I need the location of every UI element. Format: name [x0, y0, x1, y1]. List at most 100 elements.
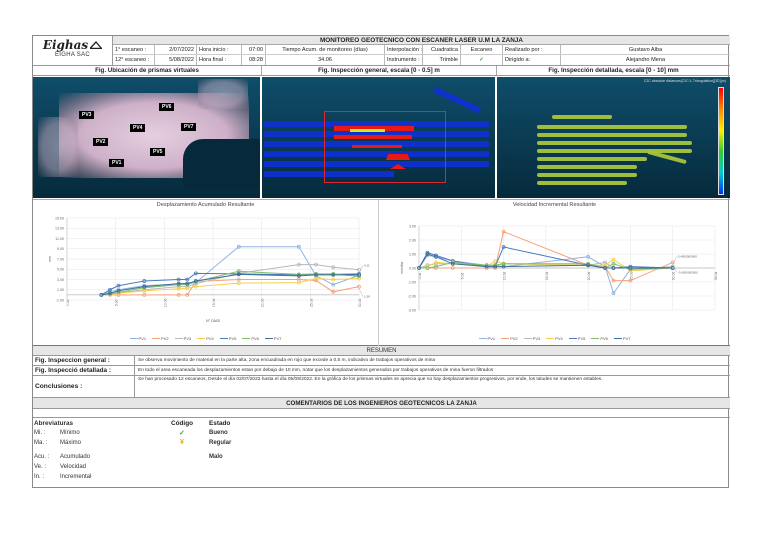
svg-text:10.0d: 10.0d [503, 272, 507, 281]
svg-text:-1.00: -1.00 [408, 280, 416, 284]
svg-text:7.00: 7.00 [57, 257, 64, 261]
interpolation-label: Interpolación : [387, 45, 423, 54]
interpolation-value: Cuadratica [423, 45, 461, 54]
made-by-value: Gustavo Alba [628, 47, 663, 53]
summary-detailed-row: Fig. Inspecció detallada : En todo el ar… [33, 366, 730, 376]
directed-to-label: Dirigido a: [503, 55, 561, 65]
svg-text:10.0d: 10.0d [163, 299, 167, 308]
company-name: EIGHA SAC [54, 52, 91, 58]
svg-text:0.0d: 0.0d [418, 273, 422, 280]
prism-location-image: PV3 PV6 PV4 PV7 PV2 PV5 PV1 [33, 77, 260, 198]
detailed-label: Fig. Inspecció detallada : [33, 366, 135, 375]
prism-label-pv1: PV1 [109, 159, 125, 167]
end-hour-label: Hora final : [197, 55, 242, 65]
svg-text:1.58: 1.58 [364, 295, 370, 299]
monitoring-time-label: Tiempo Acum. de monitoreo (días) [266, 45, 385, 54]
legend-item: PV6 [591, 336, 608, 341]
fig-general-inspection-title: Fig. Inspección general, escala [0 - 0.5… [262, 66, 497, 75]
svg-text:-3.00: -3.00 [408, 308, 416, 312]
chart-plot: 15.00 13.00 11.00 9.00 7.00 5.00 3.00 1.00 -1.00… [48, 216, 370, 323]
svg-text:30.0d: 30.0d [672, 272, 676, 281]
prism-label-pv6: PV6 [159, 103, 175, 111]
summary-conclusions-row: Conclusiones : Se han procesado 12 escan… [33, 376, 730, 398]
svg-text:N° DÍAS: N° DÍAS [206, 319, 221, 323]
detailed-inspection-image: C2C absolute distances[C2C:1-Triangulati… [497, 77, 730, 198]
general-inspection-image [262, 77, 495, 198]
report-header: Eighas EIGHA SAC MONITOREO GEOTECNICO CO… [33, 36, 730, 66]
chart-plot: 3.00 2.00 1.00 0.00 -1.00 -2.00 -3.00 0.0d 5.0d 1… [400, 224, 718, 312]
svg-text:15.0d: 15.0d [545, 272, 549, 281]
mountain-logo-icon [90, 41, 103, 49]
state-column: Estado Bueno Regular Malo [209, 420, 231, 460]
abbreviations-title: Abreviaturas [34, 420, 74, 427]
svg-text:mm: mm [48, 256, 52, 262]
prism-label-pv4: PV4 [130, 124, 146, 132]
summary-title: RESUMEN [33, 346, 730, 356]
conclusions-text: Se han procesado 12 escaneos, Desde el d… [138, 377, 603, 382]
state-title: Estado [209, 420, 231, 427]
comments-area [33, 409, 730, 418]
svg-text:15.00: 15.00 [55, 216, 64, 220]
figures-row: PV3 PV6 PV4 PV7 PV2 PV5 PV1 [33, 77, 730, 198]
svg-text:5.0d: 5.0d [115, 299, 119, 306]
regular-warning-icon: ¥ [180, 439, 184, 446]
cumulative-displacement-chart: Desplazamiento Acumulado Resultante 15.0… [33, 200, 379, 346]
legend-item: PV4 [546, 336, 563, 341]
svg-text:0.0d: 0.0d [66, 299, 70, 306]
last-scan-label: 12° escaneo : [113, 55, 155, 65]
scan-status-label: Escaneo [461, 45, 503, 54]
svg-text:20.0d: 20.0d [587, 272, 591, 281]
end-hour-value: 08:28 [242, 55, 266, 65]
svg-text:-1.00: -1.00 [56, 298, 64, 302]
fig-prism-location-title: Fig. Ubicación de prismas virtuales [33, 66, 262, 75]
first-scan-date: 2/07/2022 [155, 45, 197, 54]
svg-text:5.0d: 5.0d [460, 273, 464, 280]
start-hour-value: 07:00 [242, 45, 266, 54]
chart-title: Desplazamiento Acumulado Resultante [156, 202, 255, 208]
state-good: Bueno [209, 430, 228, 436]
legend-item: PV3 [523, 336, 540, 341]
general-label: Fig. Inspeccion general : [33, 356, 135, 365]
svg-text:3.00: 3.00 [409, 224, 416, 228]
legend-item: PV7 [613, 336, 630, 341]
legend-item: PV5 [219, 336, 236, 341]
svg-text:0.4000000000: 0.4000000000 [678, 255, 698, 259]
first-scan-label: 1° escaneo : [113, 45, 155, 54]
prism-label-pv3: PV3 [79, 111, 95, 119]
legend-item: PV7 [264, 336, 281, 341]
start-hour-label: Hora inicio : [197, 45, 242, 54]
abbreviations-block: Abreviaturas Mi. : Mínimo Ma. : Máximo Acu… [34, 420, 334, 480]
svg-text:25.0d: 25.0d [629, 272, 633, 281]
prism-label-pv5: PV5 [150, 148, 166, 156]
svg-text:1.00: 1.00 [409, 252, 416, 256]
svg-text:3.00: 3.00 [57, 278, 64, 282]
svg-text:20.0d: 20.0d [261, 299, 265, 308]
svg-text:9.00: 9.00 [57, 247, 64, 251]
svg-text:4.11: 4.11 [364, 263, 370, 267]
header-row-2: 12° escaneo : 5/08/2022 Hora final : 08:… [113, 55, 730, 66]
monitoring-time-value: 34.06 [266, 55, 385, 65]
monitoring-report-sheet: Eighas EIGHA SAC MONITOREO GEOTECNICO CO… [32, 35, 730, 488]
color-scale-bar [718, 87, 724, 195]
scan-ok-check-icon: ✓ [461, 55, 503, 65]
comments-title: COMENTARIOS DE LOS INGENIEROS GEOTECNICO… [33, 398, 730, 409]
color-scale-title: C2C absolute distances[C2C:1-Triangulati… [643, 79, 726, 83]
charts-row: Desplazamiento Acumulado Resultante 15.0… [33, 199, 730, 346]
legend-item: PV3 [174, 336, 191, 341]
legend-item: PV1 [478, 336, 495, 341]
directed-to-value: Alejandro Mena [625, 57, 666, 63]
svg-text:11.00: 11.00 [55, 237, 64, 241]
svg-text:-2.00: -2.00 [408, 294, 416, 298]
incremental-velocity-chart: Velocidad Incremental Resultante 3.00 2.0… [379, 200, 730, 346]
legend-item: PV1 [129, 336, 146, 341]
general-text: Se observa movimiento de material en la … [138, 358, 436, 363]
state-regular: Regular [209, 440, 232, 446]
svg-text:0.00: 0.00 [409, 266, 416, 270]
code-column: Código ✓ ¥ [171, 420, 193, 446]
prism-label-pv2: PV2 [93, 138, 109, 146]
legend-item: PV2 [152, 336, 169, 341]
svg-text:35.0d: 35.0d [714, 272, 718, 281]
instrument-label: Instrumento : [385, 55, 423, 65]
report-title: MONITOREO GEOTECNICO CON ESCANER LASER U… [113, 36, 730, 45]
state-bad: Malo [209, 454, 223, 460]
